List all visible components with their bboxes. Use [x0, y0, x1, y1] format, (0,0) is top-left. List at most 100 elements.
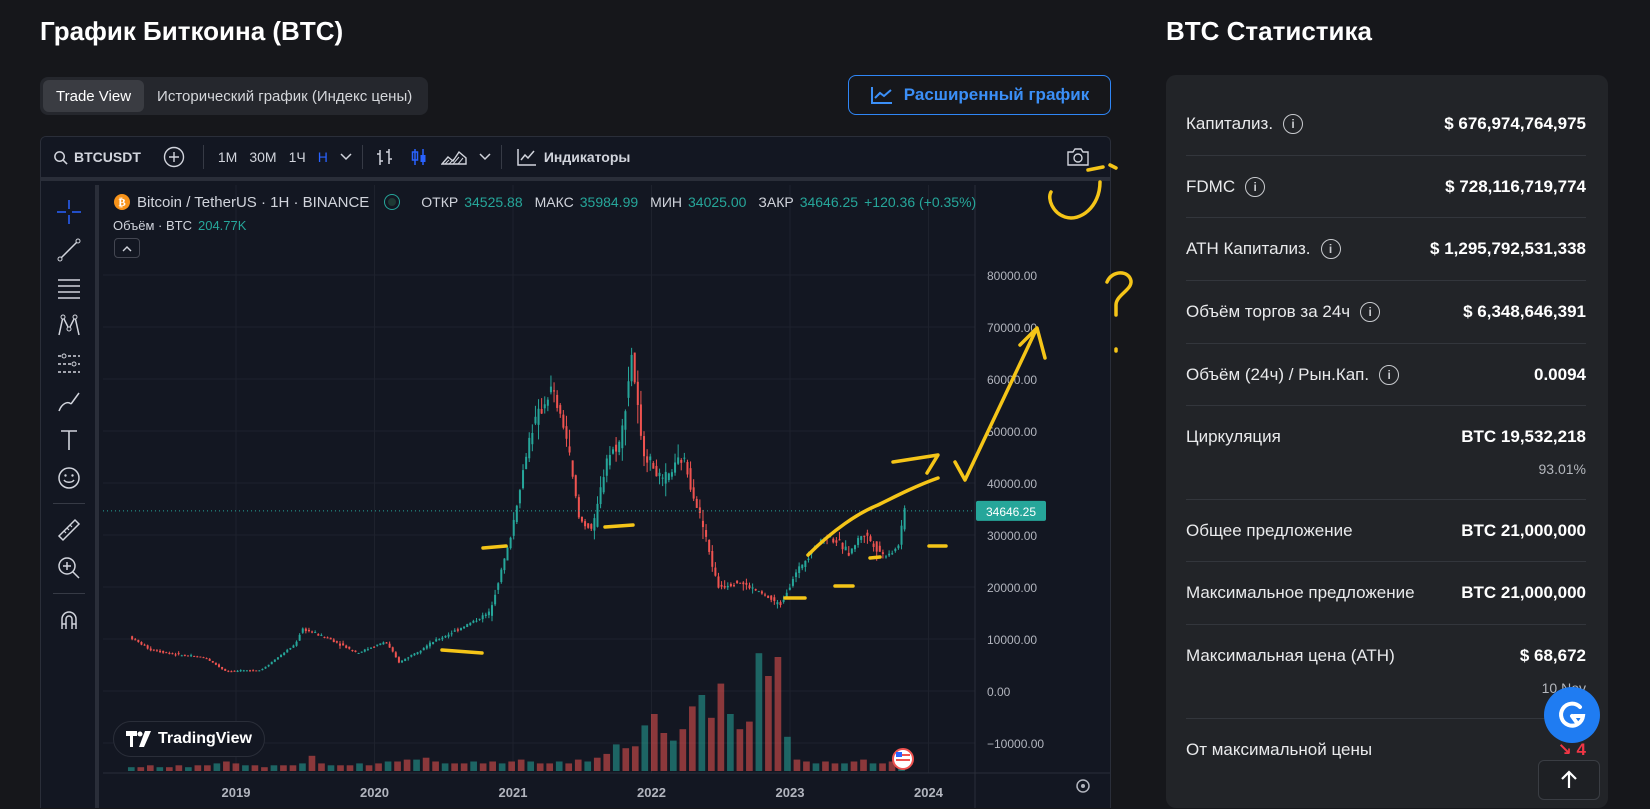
candle: [348, 646, 351, 649]
legend-symbol: Bitcoin / TetherUS · 1H · BINANCE: [137, 193, 370, 211]
brand-g-icon: [1559, 701, 1586, 728]
measure-tool[interactable]: [54, 515, 84, 545]
candle: [745, 582, 748, 585]
extended-chart-button[interactable]: Расширенный график: [848, 75, 1111, 115]
price-tick-label: 60000.00: [987, 373, 1037, 387]
stat-label: Объём (24ч) / Рын.Кап. i: [1186, 365, 1400, 385]
stat-label-text: Общее предложение: [1186, 521, 1353, 540]
legend-collapse-button[interactable]: [114, 238, 140, 258]
volume-bar: [736, 729, 744, 771]
info-icon[interactable]: i: [1283, 114, 1304, 134]
candle: [683, 457, 686, 459]
candle: [456, 629, 459, 631]
compare-button[interactable]: [149, 137, 199, 179]
volume-bar: [175, 765, 183, 771]
candle: [444, 635, 447, 638]
chat-fab-button[interactable]: [1544, 687, 1600, 743]
screenshot-button[interactable]: [1058, 137, 1098, 179]
volume-bar: [765, 676, 772, 771]
scroll-top-button[interactable]: [1538, 760, 1600, 800]
candle: [869, 536, 872, 542]
candle: [385, 642, 388, 644]
search-icon: [54, 150, 68, 165]
volume-bar: [375, 763, 382, 771]
candle: [174, 654, 177, 656]
candle: [549, 386, 552, 393]
tab-trade-view[interactable]: Trade View: [43, 80, 145, 112]
tradingview-logo[interactable]: TradingView: [113, 721, 265, 757]
time-tick-label: 2024: [914, 785, 944, 800]
chart-tabs: Trade View Исторический график (Индекс ц…: [40, 77, 429, 115]
price-tick-label: 40000.00: [987, 477, 1037, 491]
volume-bar: [413, 759, 420, 771]
magnet-tool[interactable]: [54, 605, 84, 635]
candle: [370, 647, 373, 649]
tab-historical[interactable]: Исторический график (Индекс цены): [157, 87, 413, 105]
candle: [264, 666, 267, 669]
volume-bar: [346, 765, 354, 771]
interval-h[interactable]: Н: [317, 149, 328, 165]
text-tool[interactable]: [54, 425, 84, 455]
candle: [531, 432, 534, 445]
candles-icon: [411, 149, 426, 165]
pattern-tool[interactable]: [54, 311, 84, 341]
stat-row: FDMC i $ 728,116,719,774: [1186, 156, 1586, 218]
interval-1m[interactable]: 1М: [217, 149, 238, 165]
candle: [857, 538, 860, 545]
info-icon[interactable]: i: [1320, 239, 1341, 259]
candle: [643, 436, 646, 457]
interval-30m[interactable]: 30М: [249, 149, 277, 165]
candle: [292, 645, 295, 648]
zoom-tool[interactable]: [54, 553, 84, 583]
candle: [428, 642, 431, 647]
candle: [580, 516, 583, 522]
stat-label-text: FDMC: [1186, 177, 1236, 196]
candle: [667, 473, 670, 481]
stat-label: Объём торгов за 24ч i: [1186, 302, 1381, 322]
candle: [159, 650, 162, 653]
candle: [884, 556, 888, 558]
emoji-tool[interactable]: [54, 463, 84, 493]
fib-tool[interactable]: [54, 273, 84, 303]
candle: [382, 642, 385, 645]
candle: [236, 670, 239, 672]
candles-style-button[interactable]: [403, 137, 435, 179]
bitcoin-icon: ₿: [114, 194, 130, 210]
indicators-label: Индикаторы: [543, 149, 631, 165]
bar-style-button[interactable]: [367, 137, 403, 179]
candle: [574, 475, 577, 497]
smiley-icon: [58, 467, 80, 489]
crosshair-tool[interactable]: [54, 197, 84, 227]
symbol-search[interactable]: BTCUSDT: [41, 137, 149, 179]
candle: [853, 545, 856, 550]
info-icon[interactable]: i: [1360, 302, 1381, 322]
volume-bar: [689, 706, 696, 771]
candle: [276, 657, 279, 660]
volume-bar: [517, 759, 525, 771]
interval-1h[interactable]: 1Ч: [288, 149, 306, 165]
info-icon[interactable]: i: [1379, 365, 1400, 385]
forecast-tool[interactable]: [54, 349, 84, 379]
plus-circle-icon: [163, 146, 185, 168]
candle: [183, 654, 186, 656]
indicators-button[interactable]: Индикаторы: [506, 137, 639, 179]
chart-style-dropdown[interactable]: [473, 137, 497, 179]
price-legend: ₿ Bitcoin / TetherUS · 1H · BINANCE ОТКР…: [113, 193, 976, 211]
brush-tool[interactable]: [54, 387, 84, 417]
chevron-up-icon: [122, 245, 132, 251]
stat-label-text: Объём торгов за 24ч: [1186, 302, 1351, 321]
candle: [711, 551, 714, 567]
volume-bar: [793, 759, 801, 771]
volume-bar: [593, 757, 601, 771]
price-chart-plot[interactable]: 80000.00 70000.00 60000.00 50000.00 40000.00…: [103, 185, 1111, 808]
candle: [270, 661, 273, 665]
area-style-button[interactable]: [435, 137, 473, 179]
candle: [441, 637, 444, 640]
candle: [649, 456, 652, 461]
candle: [453, 630, 456, 632]
info-icon[interactable]: i: [1245, 177, 1266, 197]
candle: [847, 552, 850, 556]
interval-dropdown[interactable]: [334, 137, 358, 179]
candle: [214, 662, 217, 665]
trendline-tool[interactable]: [54, 235, 84, 265]
